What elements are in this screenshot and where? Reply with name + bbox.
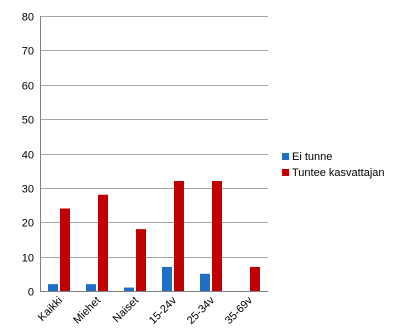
legend-swatch [282, 153, 289, 160]
bar-ei-tunne [124, 287, 134, 291]
y-tick-label: 80 [22, 12, 34, 24]
x-tick-label: 15-24v [147, 294, 180, 327]
gridlines [40, 16, 268, 258]
bar-tuntee-kasvattajan [174, 181, 184, 291]
legend-label: Ei tunne [292, 151, 332, 163]
bar-ei-tunne [200, 273, 210, 291]
y-tick-label: 50 [22, 115, 34, 127]
x-tick-label: Naiset [111, 295, 142, 326]
x-tick-label: Kaikki [36, 295, 65, 324]
y-tick-label: 10 [22, 253, 34, 265]
y-tick-label: 0 [28, 287, 34, 299]
x-tick-label: 25-34v [185, 294, 218, 327]
x-axis-labels: Kaikki Miehet Naiset 15-24v 25-34v 35-69v [36, 294, 256, 327]
y-tick-label: 70 [22, 46, 34, 58]
bar-tuntee-kasvattajan [98, 194, 108, 291]
bar-tuntee-kasvattajan [60, 208, 70, 291]
axes [40, 16, 268, 292]
y-tick-label: 20 [22, 218, 34, 230]
bar-ei-tunne [48, 284, 58, 291]
x-tick-label: Miehet [71, 295, 103, 327]
y-tick-label: 30 [22, 184, 34, 196]
bar-ei-tunne [86, 284, 96, 291]
y-tick-label: 40 [22, 150, 34, 162]
y-tick-label: 60 [22, 81, 34, 93]
bar-ei-tunne [162, 266, 172, 291]
legend-label: Tuntee kasvattajan [292, 167, 385, 179]
y-axis-ticks: 0 10 20 30 40 50 60 70 80 [22, 12, 34, 299]
legend: Ei tunne Tuntee kasvattajan [282, 151, 385, 179]
x-tick-label: 35-69v [223, 294, 256, 327]
legend-swatch [282, 169, 289, 176]
bar-tuntee-kasvattajan [136, 229, 146, 291]
bar-tuntee-kasvattajan [250, 266, 260, 291]
bar-tuntee-kasvattajan [212, 181, 222, 291]
bars [48, 181, 260, 291]
